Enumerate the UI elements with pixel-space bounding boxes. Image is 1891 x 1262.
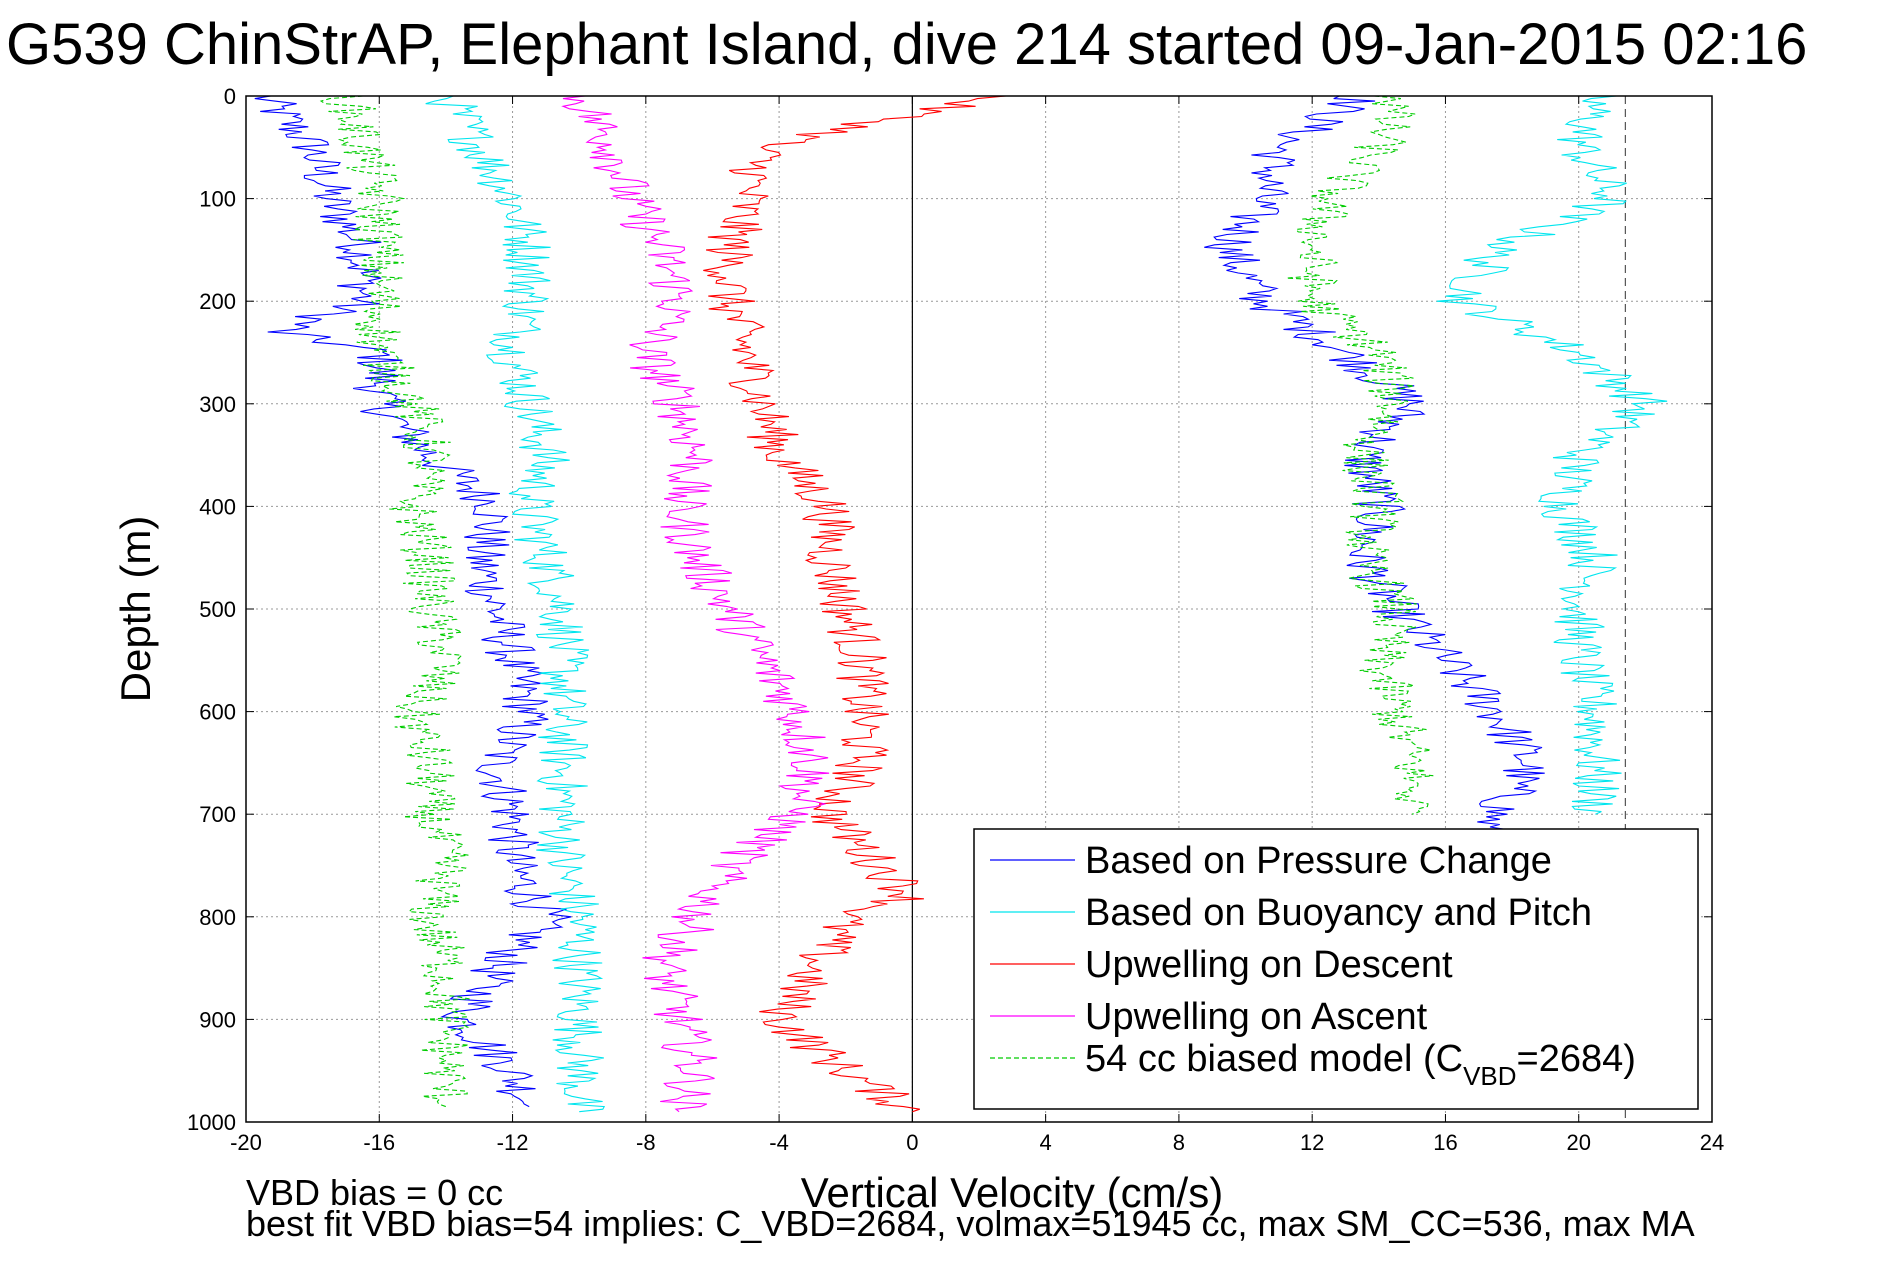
legend-label: Upwelling on Descent (1085, 944, 1453, 986)
x-tick-labels: -20 -16 -12 -8 -4 0 4 8 12 16 20 24 (230, 1130, 1724, 1155)
series-line (319, 95, 470, 1108)
y-tick-label: 500 (199, 597, 236, 622)
x-tick-label: 12 (1300, 1130, 1324, 1155)
y-tick-label: 800 (199, 905, 236, 930)
reference-lines (911, 96, 1626, 1122)
plot-frame (245, 95, 1713, 1123)
series-line (1436, 95, 1668, 815)
y-tick-label: 200 (199, 289, 236, 314)
vbd-bias-note: VBD bias = 0 cc (246, 1172, 503, 1213)
x-tick-label: 4 (1040, 1130, 1052, 1155)
y-tick-label: 900 (199, 1007, 236, 1032)
series-line (561, 95, 830, 1113)
legend-label: Based on Buoyancy and Pitch (1085, 892, 1592, 934)
x-tick-label: -4 (769, 1130, 789, 1155)
x-tick-label: 8 (1173, 1130, 1185, 1155)
y-tick-label: 700 (199, 802, 236, 827)
series-line (1204, 95, 1545, 836)
best-fit-note: best fit VBD bias=54 implies: C_VBD=2684… (246, 1203, 1695, 1244)
legend-box (973, 828, 1699, 1110)
legend-label: Upwelling on Ascent (1085, 996, 1428, 1038)
x-tick-label: -16 (363, 1130, 395, 1155)
x-tick-label: 0 (906, 1130, 918, 1155)
x-axis-label: Vertical Velocity (cm/s) (801, 1169, 1223, 1216)
x-tick-label: 20 (1566, 1130, 1590, 1155)
series-line (425, 95, 606, 1113)
y-tick-label: 400 (199, 494, 236, 519)
series-lines (254, 95, 1668, 1113)
x-tick-label: 16 (1433, 1130, 1457, 1155)
y-tick-label: 600 (199, 700, 236, 725)
x-tick-label: -12 (497, 1130, 529, 1155)
y-tick-label: 100 (199, 187, 236, 212)
legend: Based on Pressure Change Based on Buoyanc… (973, 828, 1699, 1110)
series-line (254, 95, 572, 1108)
x-tick-label: -8 (636, 1130, 656, 1155)
y-tick-label: 0 (224, 84, 236, 109)
y-tick-labels: 0 100 200 300 400 500 600 700 800 900 1000 (187, 84, 236, 1135)
series-line (1286, 95, 1434, 815)
chart-title: G539 ChinStrAP, Elephant Island, dive 21… (6, 12, 1807, 77)
y-axis-label: Depth (m) (112, 516, 159, 703)
legend-label: Based on Pressure Change (1085, 840, 1552, 882)
y-tick-label: 300 (199, 392, 236, 417)
x-tick-label: 24 (1700, 1130, 1724, 1155)
x-tick-label: -20 (230, 1130, 262, 1155)
y-tick-label: 1000 (187, 1110, 236, 1135)
series-line (703, 95, 1007, 1113)
